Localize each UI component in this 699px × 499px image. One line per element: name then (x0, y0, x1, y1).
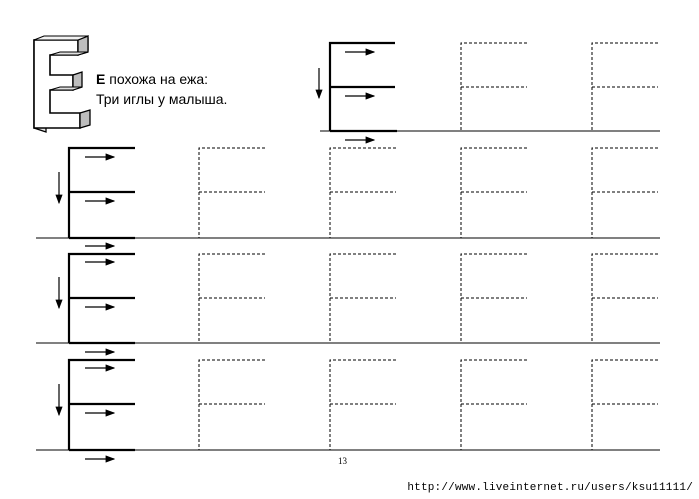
writing-baselines (36, 130, 660, 451)
page-number: 13 (338, 456, 347, 466)
tracing-letter (591, 42, 658, 131)
rhyme-line-1: Е похожа на ежа: (96, 69, 227, 89)
rhyme-line-2: Три иглы у малыша. (96, 91, 228, 107)
tracing-letters (198, 42, 658, 450)
rhyme-line-1-rest: похожа на ежа: (105, 71, 209, 87)
tracing-letter (198, 359, 265, 450)
rhyme-text: Е похожа на ежа: Три иглы у малыша. (96, 69, 227, 109)
tracing-letter (460, 147, 527, 238)
tracing-letter (460, 359, 527, 450)
tracing-letter (591, 359, 658, 450)
tracing-letter (198, 253, 265, 343)
demo-letter-row-2 (55, 146, 135, 250)
tracing-letter (591, 147, 658, 238)
demo-letter-row-1 (315, 41, 397, 144)
tracing-letter (460, 253, 527, 343)
tracing-letter (329, 147, 396, 238)
block-letter-e-icon (33, 35, 91, 133)
rhyme-letter: Е (96, 71, 106, 87)
tracing-letter (460, 42, 527, 131)
tracing-letter (329, 253, 396, 343)
tracing-letter (329, 359, 396, 450)
tracing-letter (198, 147, 265, 238)
demo-letter-row-3 (55, 252, 135, 356)
tracing-letter (591, 253, 658, 343)
watermark-url: http://www.liveinternet.ru/users/ksu1111… (407, 482, 693, 494)
demo-letter-row-4 (55, 358, 135, 463)
